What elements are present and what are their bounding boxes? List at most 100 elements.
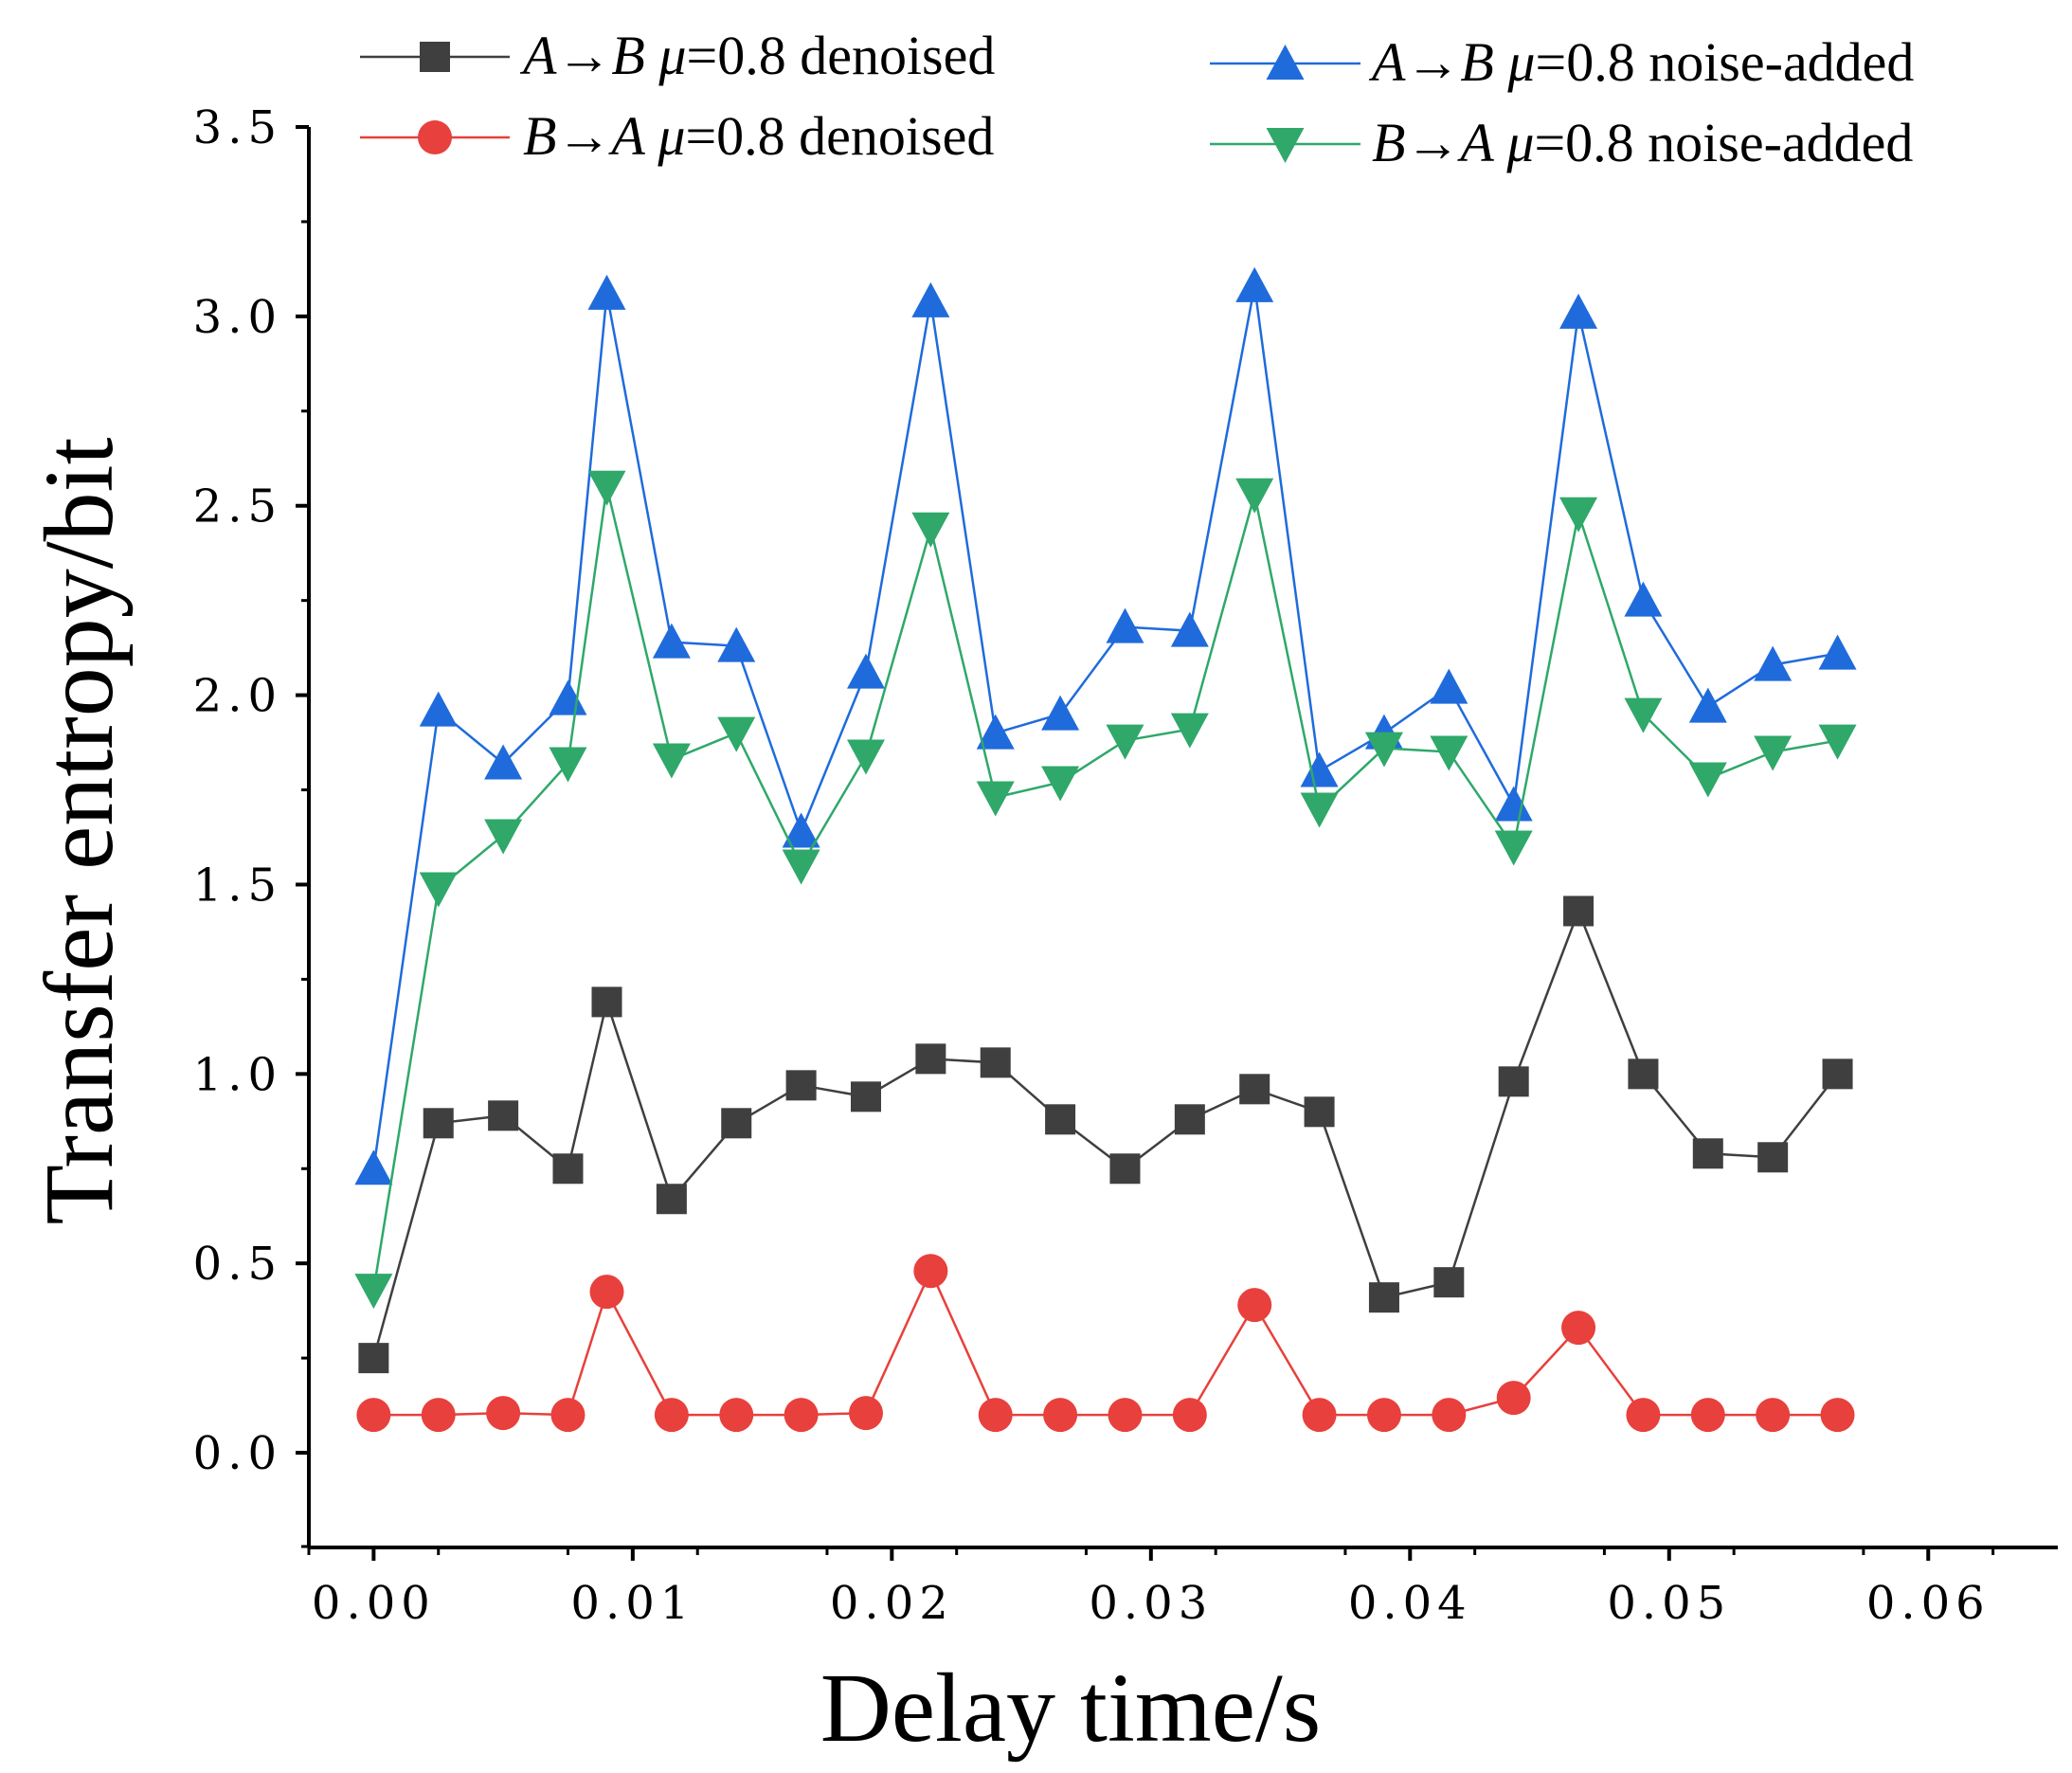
- data-point: [356, 1398, 391, 1433]
- y-tick-label: 2.0: [193, 670, 282, 723]
- data-point: [846, 653, 885, 689]
- data-point: [784, 1398, 819, 1433]
- legend-mu: μ: [1505, 112, 1534, 173]
- data-point: [1368, 1282, 1399, 1313]
- legend-marker: [1266, 45, 1305, 80]
- data-point: [976, 781, 1015, 817]
- data-point: [484, 744, 523, 780]
- legend-entry-3: A→B μ=0.8 noise-added: [1210, 31, 1914, 93]
- data-point: [1559, 497, 1598, 533]
- data-point: [1430, 735, 1468, 771]
- y-tick-label: 0.0: [193, 1427, 282, 1480]
- data-point: [911, 281, 950, 317]
- series-2: [356, 1254, 1855, 1433]
- data-point: [552, 1153, 584, 1185]
- data-point: [1043, 1398, 1078, 1433]
- legend-rest: =0.8 noise-added: [1535, 31, 1914, 93]
- data-point: [419, 872, 458, 908]
- data-point: [354, 1149, 393, 1185]
- data-point: [1237, 1288, 1272, 1323]
- data-point: [652, 623, 691, 659]
- data-point: [1041, 695, 1080, 731]
- series-3: [354, 266, 1857, 1185]
- data-point: [1626, 1398, 1661, 1433]
- series-line: [372, 285, 1838, 1169]
- series-4: [354, 470, 1857, 1310]
- data-point: [484, 819, 523, 855]
- data-point: [1432, 1398, 1467, 1433]
- data-point: [978, 1398, 1013, 1433]
- data-point: [1692, 1138, 1723, 1169]
- data-point: [913, 1254, 948, 1289]
- legend-rest: =0.8 noise-added: [1534, 112, 1913, 173]
- data-point: [1300, 792, 1339, 828]
- data-point: [1302, 1398, 1337, 1433]
- data-point: [1430, 668, 1468, 704]
- legend-entry-2: B→A μ=0.8 denoised: [360, 105, 994, 167]
- data-point: [486, 1396, 521, 1431]
- data-point: [1041, 766, 1080, 802]
- x-tick-label: 0.01: [570, 1577, 694, 1630]
- series: [354, 266, 1857, 1433]
- data-point: [550, 1398, 586, 1433]
- data-point: [1818, 724, 1857, 760]
- data-point: [1366, 1398, 1401, 1433]
- data-point: [1170, 713, 1209, 749]
- x-tick-label: 0.02: [830, 1577, 954, 1630]
- data-point: [782, 849, 820, 885]
- data-point: [1757, 1142, 1789, 1173]
- legend-marker: [1266, 128, 1305, 163]
- axes: [307, 127, 2058, 1549]
- data-point: [1624, 581, 1663, 617]
- data-point: [1559, 293, 1598, 329]
- data-point: [549, 679, 587, 715]
- data-point: [1498, 1066, 1529, 1097]
- data-point: [1235, 266, 1274, 302]
- legend-label: B→A μ=0.8 denoised: [523, 105, 994, 167]
- legend-direction: B→A: [1372, 112, 1506, 173]
- series-line: [372, 907, 1839, 1359]
- data-point: [656, 1184, 687, 1215]
- y-tick-label: 2.5: [193, 480, 282, 534]
- data-point: [1628, 1058, 1659, 1090]
- data-point: [1108, 1398, 1143, 1433]
- series-line: [373, 1268, 1838, 1417]
- data-point: [782, 812, 820, 848]
- data-point: [421, 1398, 456, 1433]
- data-point: [591, 986, 622, 1018]
- data-point: [1235, 478, 1274, 514]
- data-point: [1494, 830, 1533, 866]
- data-point: [1624, 697, 1663, 733]
- data-point: [1170, 611, 1209, 647]
- data-point: [719, 1398, 754, 1433]
- data-point: [1304, 1096, 1335, 1128]
- y-tick-label: 3.5: [193, 101, 282, 154]
- data-point: [1754, 735, 1793, 771]
- data-point: [652, 743, 691, 779]
- data-point: [587, 274, 626, 310]
- data-point: [846, 739, 885, 775]
- data-point: [1300, 751, 1339, 787]
- data-point: [721, 1108, 752, 1139]
- data-point: [589, 1275, 624, 1310]
- data-point: [1494, 786, 1533, 822]
- data-point: [1239, 1074, 1270, 1105]
- data-point: [1106, 607, 1144, 643]
- series-line: [372, 486, 1838, 1291]
- legend-rest: =0.8 denoised: [685, 105, 994, 167]
- legend-direction: A→B: [519, 25, 658, 86]
- data-point: [980, 1047, 1011, 1078]
- data-point: [1174, 1104, 1205, 1135]
- legend-marker: [420, 42, 450, 72]
- x-tick-label: 0.04: [1348, 1577, 1472, 1630]
- x-axis-title: Delay time/s: [820, 1654, 1322, 1763]
- series-1: [358, 896, 1853, 1374]
- data-point: [976, 714, 1015, 750]
- data-point: [1364, 732, 1403, 768]
- legend-marker: [418, 120, 452, 154]
- data-point: [1045, 1104, 1076, 1135]
- legend-entry-4: B→A μ=0.8 noise-added: [1210, 112, 1913, 173]
- data-point: [1688, 687, 1727, 723]
- legend-rest: =0.8 denoised: [686, 25, 995, 86]
- legend-entry-1: A→B μ=0.8 denoised: [360, 25, 995, 86]
